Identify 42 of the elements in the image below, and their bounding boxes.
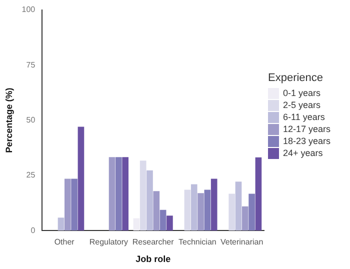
legend-label: 2-5 years bbox=[283, 100, 321, 110]
legend-label: 0-1 years bbox=[283, 88, 321, 98]
bar bbox=[184, 190, 191, 231]
bar bbox=[190, 184, 198, 231]
y-tick-label: 25 bbox=[26, 170, 36, 180]
bar bbox=[160, 210, 166, 231]
y-tick-label: 0 bbox=[30, 226, 36, 235]
x-tick-label: Other bbox=[54, 238, 75, 247]
bar bbox=[116, 157, 122, 231]
bar bbox=[255, 157, 262, 231]
bar bbox=[58, 218, 64, 231]
legend-label: 12-17 years bbox=[283, 124, 331, 134]
x-tick-label: Researcher bbox=[132, 238, 174, 247]
bar bbox=[153, 191, 160, 231]
bar bbox=[204, 190, 211, 231]
bar bbox=[108, 157, 116, 231]
bar bbox=[146, 170, 153, 231]
x-tick-label: Veterinarian bbox=[220, 238, 264, 247]
bar bbox=[248, 194, 255, 231]
y-tick-label: 50 bbox=[26, 116, 36, 125]
bar bbox=[198, 193, 204, 231]
y-tick-label: 100 bbox=[22, 5, 36, 14]
bar bbox=[133, 218, 140, 231]
x-tick-label: Regulatory bbox=[89, 238, 128, 247]
bar bbox=[140, 160, 146, 231]
legend-title: Experience bbox=[268, 72, 324, 84]
legend-label: 24+ years bbox=[283, 148, 323, 158]
x-tick-label: Technician bbox=[178, 238, 216, 247]
x-axis-title: Job role bbox=[136, 254, 171, 264]
bar bbox=[242, 206, 248, 231]
y-axis-title: Percentage (%) bbox=[4, 88, 14, 153]
bar bbox=[235, 182, 242, 231]
bar bbox=[228, 194, 235, 231]
bar bbox=[122, 157, 129, 231]
legend-label: 6-11 years bbox=[283, 112, 325, 122]
y-tick-label: 75 bbox=[26, 60, 36, 70]
bar bbox=[210, 178, 218, 231]
bar bbox=[78, 126, 84, 231]
bar bbox=[166, 216, 173, 231]
bar bbox=[71, 178, 78, 231]
bar bbox=[64, 178, 71, 231]
legend-label: 18-23 years bbox=[283, 136, 331, 146]
